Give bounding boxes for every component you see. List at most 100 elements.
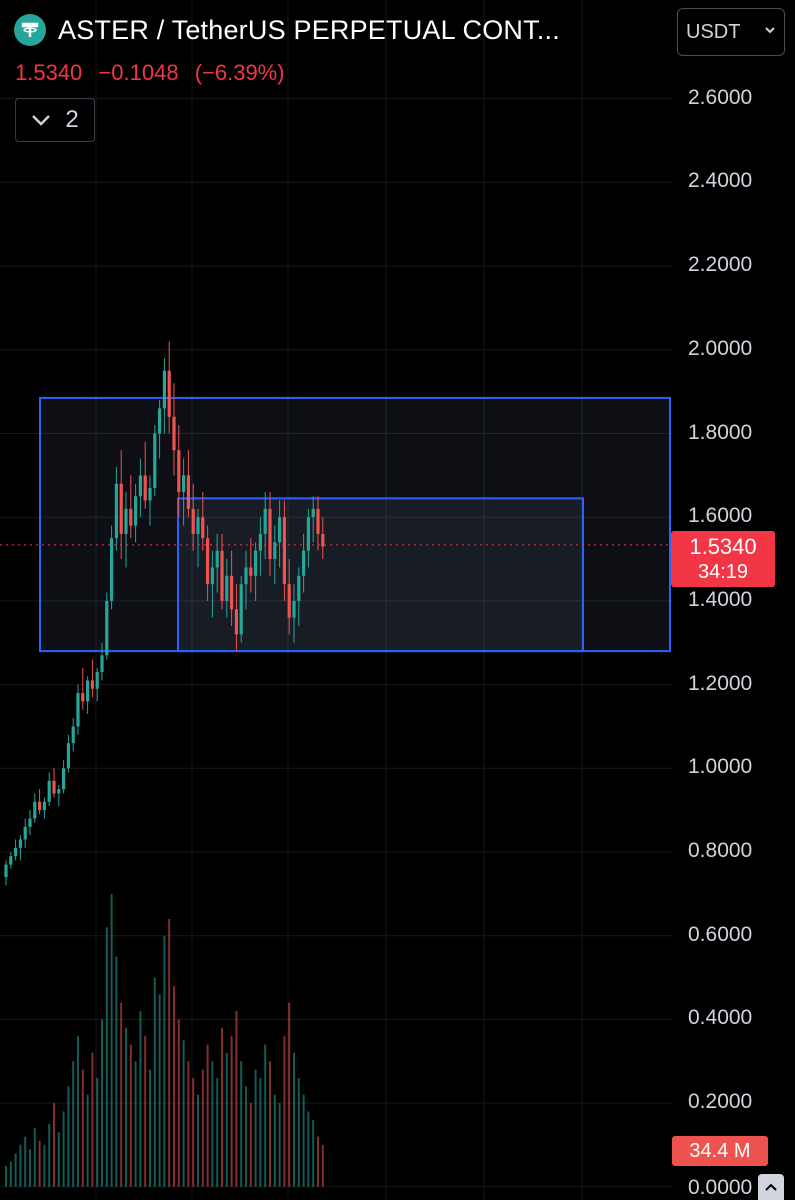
candle <box>254 542 258 601</box>
candle <box>86 676 90 714</box>
volume-bar <box>125 1027 127 1187</box>
volume-bar <box>72 1061 75 1187</box>
volume-bar <box>120 1002 123 1187</box>
current-price-tag: 1.5340 34:19 <box>671 531 775 587</box>
candle <box>201 492 205 551</box>
candle <box>105 592 109 660</box>
tether-logo-icon <box>14 14 46 46</box>
candle <box>57 785 61 806</box>
volume-bar <box>91 1052 94 1187</box>
symbol-title[interactable]: ASTER / TetherUS PERPETUAL CONT... <box>58 14 560 45</box>
axis-tick-label: 0.8000 <box>688 839 753 862</box>
volume-bars <box>5 893 324 1187</box>
volume-bar <box>105 927 108 1187</box>
volume-bar <box>273 1094 276 1187</box>
axis-tick-label: 1.2000 <box>688 671 753 695</box>
candle <box>148 475 152 526</box>
candle <box>249 538 253 593</box>
candle <box>186 450 190 518</box>
candle <box>206 525 210 601</box>
candle <box>196 508 200 568</box>
volume-bar <box>129 1044 132 1187</box>
candle <box>297 567 301 627</box>
volume-bar <box>201 1069 204 1187</box>
volume-bar <box>182 1040 185 1187</box>
volume-bar <box>5 1165 7 1187</box>
quote-line: 1.5340 −0.1048 (−6.39%) <box>15 60 295 86</box>
volume-bar <box>317 1136 319 1187</box>
volume-bar <box>53 1103 55 1187</box>
volume-bar <box>288 1002 291 1187</box>
indicator-legend-toggle[interactable]: 2 <box>15 98 95 142</box>
candle <box>76 684 80 735</box>
volume-bar <box>269 1061 271 1187</box>
volume-bar <box>19 1144 22 1187</box>
candle <box>47 772 51 806</box>
candle <box>191 483 195 551</box>
volume-bar <box>235 1011 238 1187</box>
candle <box>162 358 166 434</box>
volume-bar <box>230 1036 233 1187</box>
currency-select[interactable]: USDT <box>677 8 785 56</box>
volume-bar <box>24 1136 27 1187</box>
volume-bar <box>144 1036 147 1187</box>
candle <box>23 818 27 848</box>
volume-bar <box>225 1052 228 1187</box>
candle <box>9 852 13 869</box>
candle <box>95 667 99 702</box>
chart-header: ASTER / TetherUS PERPETUAL CONT... <box>14 14 560 46</box>
volume-bar <box>81 1069 84 1187</box>
volume-bar <box>192 1077 195 1187</box>
volume-bar <box>134 1061 137 1187</box>
volume-bar <box>197 1094 199 1187</box>
axis-tick-label: 2.0000 <box>688 336 753 360</box>
price-change-percent: (−6.39%) <box>194 60 285 85</box>
candle <box>4 860 8 886</box>
volume-bar <box>110 893 113 1187</box>
candle <box>311 496 315 543</box>
volume-bar <box>62 1111 65 1187</box>
volume-bar <box>67 1086 70 1187</box>
axis-tick-label: 2.6000 <box>688 85 753 109</box>
volume-bar <box>96 1077 99 1187</box>
volume-bar <box>221 1027 223 1187</box>
volume-bar <box>43 1144 46 1187</box>
candle <box>263 492 267 560</box>
candle <box>143 441 147 509</box>
candle <box>71 718 75 752</box>
candle <box>244 550 248 610</box>
volume-bar <box>307 1111 310 1187</box>
candle <box>182 458 186 526</box>
volume-bar <box>293 1052 295 1187</box>
volume-bar <box>101 1019 103 1187</box>
volume-bar <box>321 1144 324 1187</box>
volume-bar <box>9 1161 12 1187</box>
volume-bar <box>38 1140 41 1187</box>
range-rectangle <box>39 396 671 653</box>
candle <box>273 525 277 585</box>
candle <box>167 341 171 434</box>
volume-bar <box>177 1019 180 1187</box>
candle <box>38 789 42 815</box>
volume-bar <box>173 985 175 1187</box>
candle <box>138 458 142 518</box>
candlestick-series <box>4 341 325 886</box>
candle <box>230 550 234 627</box>
volume-bar <box>245 1086 247 1187</box>
candle <box>18 835 22 861</box>
candle <box>239 575 243 643</box>
candle <box>158 400 162 459</box>
volume-bar <box>297 1077 300 1187</box>
volume-bar <box>163 935 166 1187</box>
candle <box>52 768 56 798</box>
chevron-up-icon[interactable] <box>758 1174 784 1200</box>
axis-tick-label: 1.4000 <box>688 587 753 611</box>
candle <box>220 533 224 610</box>
candle <box>215 533 219 593</box>
candle <box>321 517 325 560</box>
candle <box>316 496 320 551</box>
candle <box>14 839 18 861</box>
volume-bar <box>115 956 118 1187</box>
axis-tick-label: 0.6000 <box>688 922 753 946</box>
